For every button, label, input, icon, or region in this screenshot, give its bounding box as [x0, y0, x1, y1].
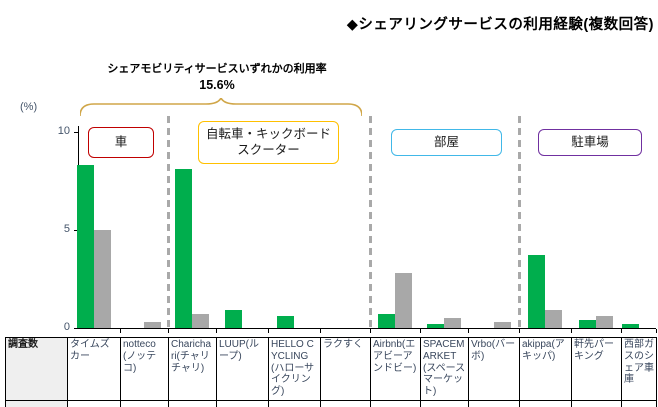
category-box-car: 車 [88, 127, 154, 158]
category-box-room: 部屋 [391, 129, 502, 156]
y-axis-unit-label: (%) [20, 101, 38, 113]
green-bar [378, 314, 395, 328]
x-axis-tick [216, 329, 218, 333]
bar-group [420, 120, 468, 328]
x-axis-line [78, 328, 656, 330]
green-bar [76, 165, 94, 328]
x-axis-tick [268, 329, 270, 333]
table-row-stub [572, 401, 622, 407]
annotation-text: シェアモビリティサービスいずれかの利用率 [107, 63, 327, 75]
x-axis-category-label: Vrbo(バーボ) [469, 338, 520, 401]
x-axis-category-label: SPACEMARKET(スペースマーケット) [421, 338, 469, 401]
x-axis-category-label: ラクすく [321, 338, 371, 401]
bar-group [67, 120, 120, 328]
x-axis-label-table: 調査数 タイムズカー notteco(ノッテコ) Charichari(チャリチャリ)… [5, 337, 657, 407]
x-axis-tick [621, 329, 623, 333]
x-axis-tick [168, 329, 170, 333]
bar-group [268, 120, 320, 328]
x-axis-tick [468, 329, 470, 333]
bar-group [370, 120, 420, 328]
x-axis-tick [370, 329, 372, 333]
bar-group [216, 120, 268, 328]
x-axis-category-label: HELLO CYCLING(ハローサイクリング) [269, 338, 321, 401]
table-row-stub [121, 401, 169, 407]
green-bar [427, 324, 444, 328]
category-box-parking: 駐車場 [538, 129, 642, 156]
x-axis-category-label: notteco(ノッテコ) [121, 338, 169, 401]
x-axis-tick [656, 329, 658, 333]
bar-group [621, 120, 656, 328]
bar-group [468, 120, 519, 328]
brace-icon [80, 98, 362, 117]
category-box-bicycle: 自転車・キックボード スクーター [198, 121, 339, 164]
x-axis-category-label: 西部ガスのシェア車庫 [622, 338, 657, 401]
table-row-stub [371, 401, 421, 407]
x-axis-tick [120, 329, 122, 333]
table-row-stub [217, 401, 269, 407]
gray-bar [545, 310, 562, 328]
y-axis-tick-label: 10 [57, 125, 70, 137]
gray-bar [93, 230, 111, 328]
plot-area [67, 120, 656, 328]
x-axis-category-label: LUUP(ループ) [217, 338, 269, 401]
table-row-stub [321, 401, 371, 407]
gray-bar [144, 322, 161, 328]
x-axis-category-label: Airbnb(エアビーアンドビー) [371, 338, 421, 401]
table-header-cell: 調査数 [6, 338, 68, 401]
table-row-stub [169, 401, 217, 407]
x-axis-category-label: 軒先パーキング [572, 338, 622, 401]
green-bar [528, 255, 545, 328]
table-row-stub [622, 401, 657, 407]
green-bar [175, 169, 192, 328]
green-bar [579, 320, 596, 328]
table-row-stub [68, 401, 121, 407]
gray-bar [444, 318, 461, 328]
gray-bar [192, 314, 209, 328]
bar-group [519, 120, 571, 328]
x-axis-category-label: Charichari(チャリチャリ) [169, 338, 217, 401]
x-axis-tick [320, 329, 322, 333]
x-axis-tick [571, 329, 573, 333]
x-axis-category-label: akippa(アキッパ) [520, 338, 572, 401]
mobility-rate-annotation: シェアモビリティサービスいずれかの利用率 15.6% [72, 60, 362, 92]
green-bar [621, 324, 639, 328]
gray-bar [596, 316, 613, 328]
table-row-stub [469, 401, 520, 407]
y-axis-tick-label: 5 [63, 223, 70, 235]
gray-bar [493, 322, 511, 328]
bar-group [571, 120, 621, 328]
bar-group [168, 120, 216, 328]
table-row-stub [520, 401, 572, 407]
bar-group [120, 120, 168, 328]
gray-bar [395, 273, 412, 328]
y-axis-tick [74, 230, 78, 232]
group-divider-dashed-line [166, 116, 170, 328]
x-axis-tick [420, 329, 422, 333]
annotation-value: 15.6% [199, 78, 235, 92]
y-axis-tick [74, 328, 78, 330]
y-axis-tick [74, 132, 78, 134]
table-row-stub [269, 401, 321, 407]
green-bar [277, 316, 294, 328]
group-divider-dashed-line [517, 116, 521, 328]
table-row-stub [6, 401, 68, 407]
group-divider-dashed-line [368, 116, 372, 328]
y-axis-tick-label: 0 [63, 321, 70, 333]
x-axis-category-label: タイムズカー [68, 338, 121, 401]
x-axis-tick [519, 329, 521, 333]
chart-title: ◆シェアリングサービスの利用経験(複数回答) [346, 17, 654, 33]
green-bar [225, 310, 242, 328]
table-row-stub [421, 401, 469, 407]
